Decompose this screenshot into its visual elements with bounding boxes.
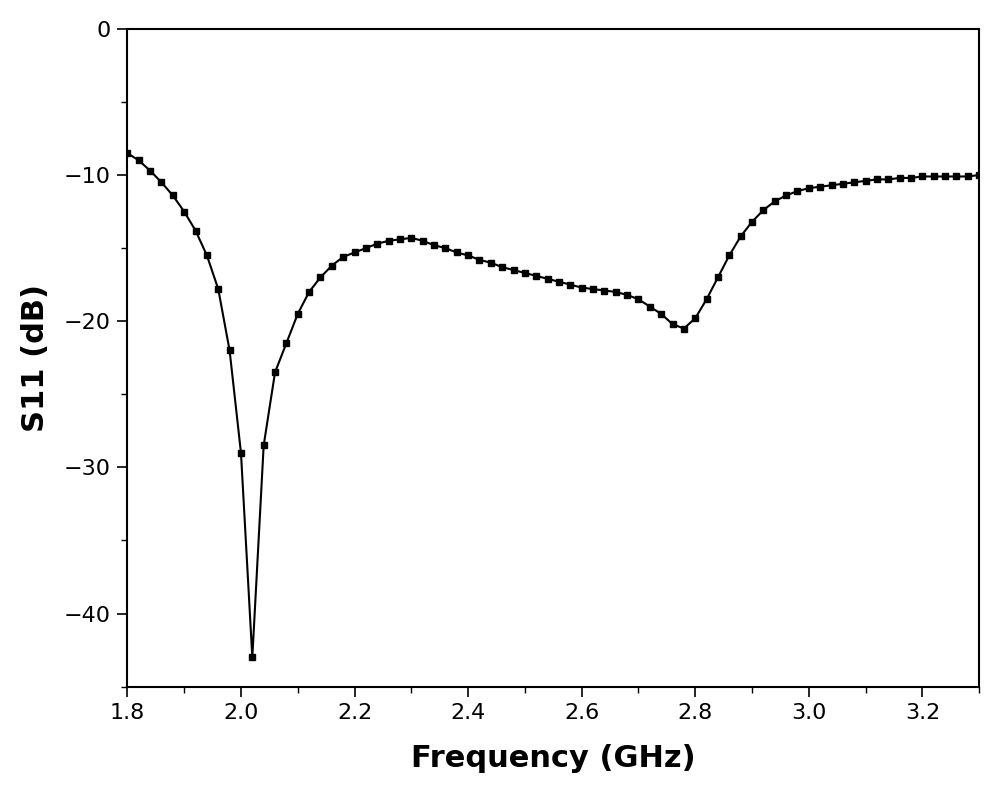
Y-axis label: S11 (dB): S11 (dB) xyxy=(21,283,50,432)
X-axis label: Frequency (GHz): Frequency (GHz) xyxy=(411,744,696,773)
